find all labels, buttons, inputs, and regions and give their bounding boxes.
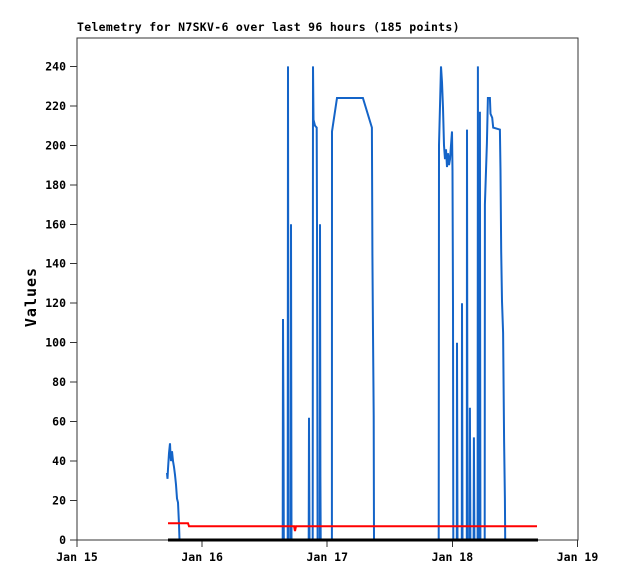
y-tick-label: 40 xyxy=(52,454,66,468)
series-telemetry-blue xyxy=(281,318,285,541)
y-tick-label: 20 xyxy=(52,494,66,508)
y-tick-label: 240 xyxy=(45,59,66,73)
series-telemetry-blue xyxy=(166,443,181,541)
y-tick-label: 100 xyxy=(45,336,66,350)
x-tick-label: Jan 18 xyxy=(432,550,474,564)
series-telemetry-blue xyxy=(476,66,480,541)
series-telemetry-red xyxy=(168,522,537,532)
y-tick-label: 200 xyxy=(45,138,66,152)
series-telemetry-blue xyxy=(465,129,469,541)
series-telemetry-blue xyxy=(330,97,375,541)
series-telemetry-blue xyxy=(478,111,482,541)
chart-title: Telemetry for N7SKV-6 over last 96 hours… xyxy=(77,20,460,34)
series-telemetry-blue xyxy=(289,224,293,541)
x-tick-label: Jan 15 xyxy=(56,550,98,564)
y-tick-label: 180 xyxy=(45,178,66,192)
series-telemetry-blue xyxy=(460,303,464,541)
chart-frame xyxy=(76,37,579,541)
y-tick-label: 60 xyxy=(52,415,66,429)
y-tick-label: 220 xyxy=(45,99,66,113)
series-telemetry-blue xyxy=(472,437,476,541)
x-tick-label: Jan 16 xyxy=(181,550,223,564)
series-telemetry-blue xyxy=(483,97,507,541)
series-telemetry-blue xyxy=(307,417,311,541)
series-telemetry-blue xyxy=(437,66,455,541)
y-tick-label: 80 xyxy=(52,375,66,389)
series-telemetry-blue xyxy=(286,66,290,541)
y-tick-label: 160 xyxy=(45,217,66,231)
x-tick-label: Jan 19 xyxy=(557,550,599,564)
y-tick-label: 0 xyxy=(59,533,66,547)
series-telemetry-blue xyxy=(311,66,319,541)
series-telemetry-blue xyxy=(468,407,472,541)
y-tick-label: 140 xyxy=(45,257,66,271)
series-telemetry-blue xyxy=(455,342,459,541)
x-tick-label: Jan 17 xyxy=(306,550,348,564)
series-telemetry-blue xyxy=(318,224,322,541)
y-tick-label: 120 xyxy=(45,296,66,310)
